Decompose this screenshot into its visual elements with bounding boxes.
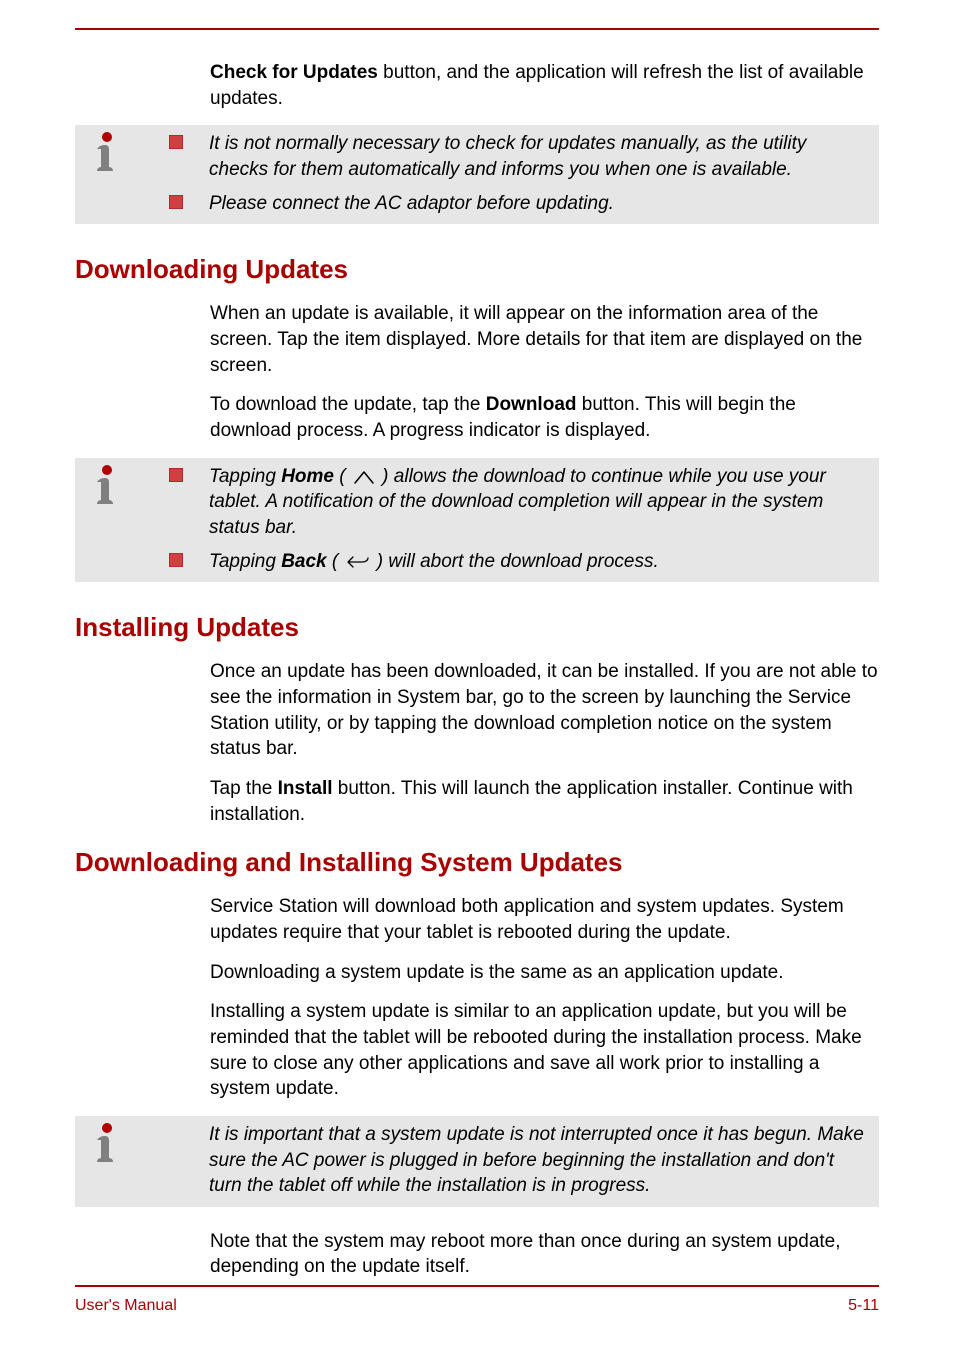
home-bold: Home [281,466,334,487]
sec3-p3: Installing a system update is similar to… [210,999,879,1102]
sec2-p2: Tap the Install button. This will launch… [210,776,879,827]
note2-i1-pre: Tapping [209,466,281,487]
note2-i1-mid: ( [334,466,351,487]
bullet-icon [169,468,183,482]
note2-i2-post: ) will abort the download process. [372,551,659,572]
heading-downloading-updates: Downloading Updates [75,252,879,287]
note-block-1: It is not normally necessary to check fo… [75,125,879,224]
intro-paragraph: Check for Updates button, and the applic… [210,60,879,111]
note2-i2-pre: Tapping [209,551,281,572]
back-icon [346,549,370,575]
note1-text1: It is not normally necessary to check fo… [209,131,869,182]
note2-content: Tapping Home ( ) allows the download to … [135,464,869,575]
bullet-icon [169,135,183,149]
note1-content: It is not normally necessary to check fo… [135,131,869,216]
note2-item2: Tapping Back ( ) will abort the download… [135,549,869,575]
info-icon [75,131,135,175]
note1-item1: It is not normally necessary to check fo… [135,131,869,182]
download-bold: Download [486,394,577,415]
page-footer: User's Manual 5-11 [75,1285,879,1317]
back-bold: Back [281,551,326,572]
outro-p1: Note that the system may reboot more tha… [210,1229,879,1280]
sec1-p1: When an update is available, it will app… [210,301,879,378]
note2-text2: Tapping Back ( ) will abort the download… [209,549,869,575]
note2-text1: Tapping Home ( ) allows the download to … [209,464,869,541]
sec3-p1: Service Station will download both appli… [210,894,879,945]
note1-text2: Please connect the AC adaptor before upd… [209,191,869,217]
heading-system-updates: Downloading and Installing System Update… [75,845,879,880]
info-icon [75,464,135,508]
heading-installing-updates: Installing Updates [75,610,879,645]
note-block-3: It is important that a system update is … [75,1116,879,1207]
sec2-p2-pre: Tap the [210,778,278,799]
note1-item2: Please connect the AC adaptor before upd… [135,191,869,217]
install-bold: Install [278,778,333,799]
home-icon [353,464,375,490]
footer-left: User's Manual [75,1295,177,1317]
note3-text: It is important that a system update is … [209,1122,869,1199]
check-updates-bold: Check for Updates [210,62,378,83]
sec1-p2: To download the update, tap the Download… [210,392,879,443]
sec2-p1: Once an update has been downloaded, it c… [210,659,879,762]
bullet-icon [169,195,183,209]
sec3-p2: Downloading a system update is the same … [210,960,879,986]
top-rule [75,28,879,30]
info-icon [75,1122,135,1166]
page-body: Check for Updates button, and the applic… [0,0,954,1280]
footer-right: 5-11 [848,1295,879,1317]
note-block-2: Tapping Home ( ) allows the download to … [75,458,879,583]
bullet-icon [169,553,183,567]
note2-i2-mid: ( [327,551,344,572]
sec1-p2-pre: To download the update, tap the [210,394,486,415]
note3-content: It is important that a system update is … [135,1122,869,1199]
note2-item1: Tapping Home ( ) allows the download to … [135,464,869,541]
